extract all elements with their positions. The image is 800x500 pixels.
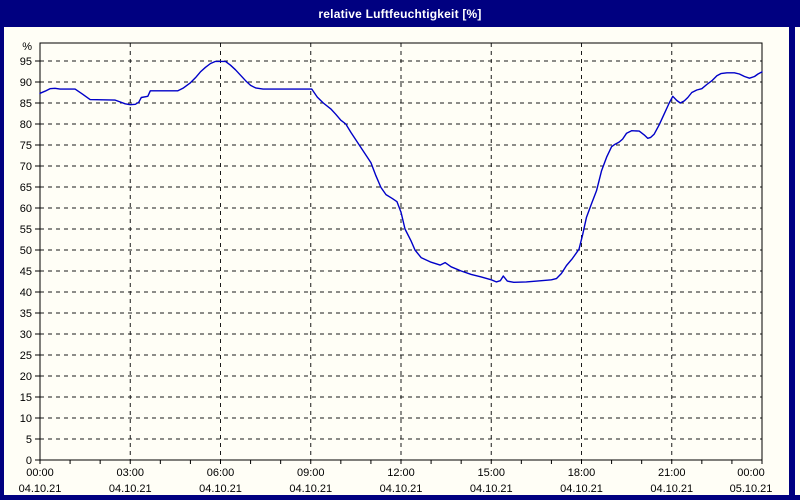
x-tick-time-label: 21:00 — [658, 467, 686, 479]
y-tick-label: 95 — [20, 56, 32, 68]
y-tick-label: 80 — [20, 119, 32, 131]
window-border-right — [789, 27, 795, 500]
window-border-bottom — [0, 495, 800, 500]
x-tick-time-label: 12:00 — [387, 467, 415, 479]
y-tick-label: 45 — [20, 266, 32, 278]
window-border-left — [0, 27, 4, 500]
y-tick-label: 70 — [20, 161, 32, 173]
x-tick-date-label: 04.10.21 — [19, 483, 62, 495]
y-tick-label: 35 — [20, 308, 32, 320]
x-tick-time-label: 09:00 — [297, 467, 325, 479]
y-tick-label: 60 — [20, 203, 32, 215]
x-tick-date-label: 04.10.21 — [560, 483, 603, 495]
y-tick-label: 30 — [20, 329, 32, 341]
y-tick-label: 85 — [20, 98, 32, 110]
x-tick-date-label: 04.10.21 — [470, 483, 513, 495]
x-tick-date-label: 04.10.21 — [199, 483, 242, 495]
x-tick-time-label: 15:00 — [477, 467, 505, 479]
y-tick-label: 50 — [20, 245, 32, 257]
y-axis-unit-label: % — [22, 41, 32, 53]
window-title: relative Luftfeuchtigkeit [%] — [318, 6, 482, 21]
x-tick-date-label: 04.10.21 — [289, 483, 332, 495]
x-tick-time-label: 03:00 — [116, 467, 144, 479]
x-tick-date-label: 04.10.21 — [380, 483, 423, 495]
y-tick-label: 10 — [20, 413, 32, 425]
y-tick-label: 40 — [20, 287, 32, 299]
title-bar: relative Luftfeuchtigkeit [%] — [0, 0, 800, 27]
y-tick-label: 65 — [20, 182, 32, 194]
y-tick-label: 15 — [20, 392, 32, 404]
x-tick-time-label: 06:00 — [207, 467, 235, 479]
x-tick-time-label: 00:00 — [737, 467, 765, 479]
y-tick-label: 25 — [20, 350, 32, 362]
humidity-line — [39, 60, 763, 283]
y-tick-label: 0 — [26, 455, 32, 467]
y-tick-label: 75 — [20, 140, 32, 152]
y-tick-label: 90 — [20, 77, 32, 89]
y-tick-label: 20 — [20, 371, 32, 383]
y-tick-label: 55 — [20, 224, 32, 236]
plot-frame — [39, 42, 763, 461]
x-tick-time-label: 18:00 — [568, 467, 596, 479]
x-tick-date-label: 05.10.21 — [730, 483, 773, 495]
y-tick-label: 5 — [26, 434, 32, 446]
x-tick-date-label: 04.10.21 — [109, 483, 152, 495]
x-tick-time-label: 00:00 — [26, 467, 54, 479]
x-tick-date-label: 04.10.21 — [650, 483, 693, 495]
